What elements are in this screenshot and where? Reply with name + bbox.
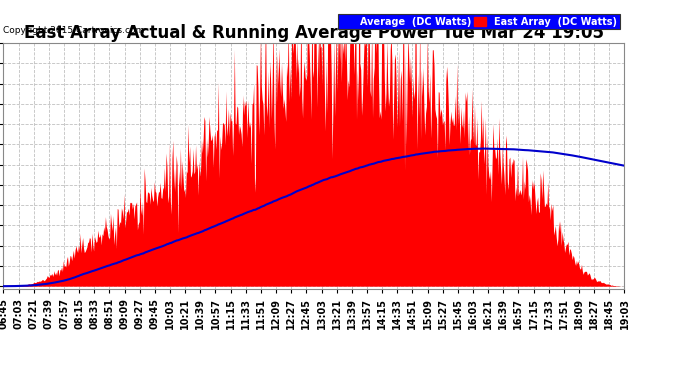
Title: East Array Actual & Running Average Power Tue Mar 24 19:05: East Array Actual & Running Average Powe… xyxy=(24,24,604,42)
Legend: Average  (DC Watts), East Array  (DC Watts): Average (DC Watts), East Array (DC Watts… xyxy=(337,13,620,29)
Text: Copyright 2015 Cartronics.com: Copyright 2015 Cartronics.com xyxy=(3,26,145,34)
